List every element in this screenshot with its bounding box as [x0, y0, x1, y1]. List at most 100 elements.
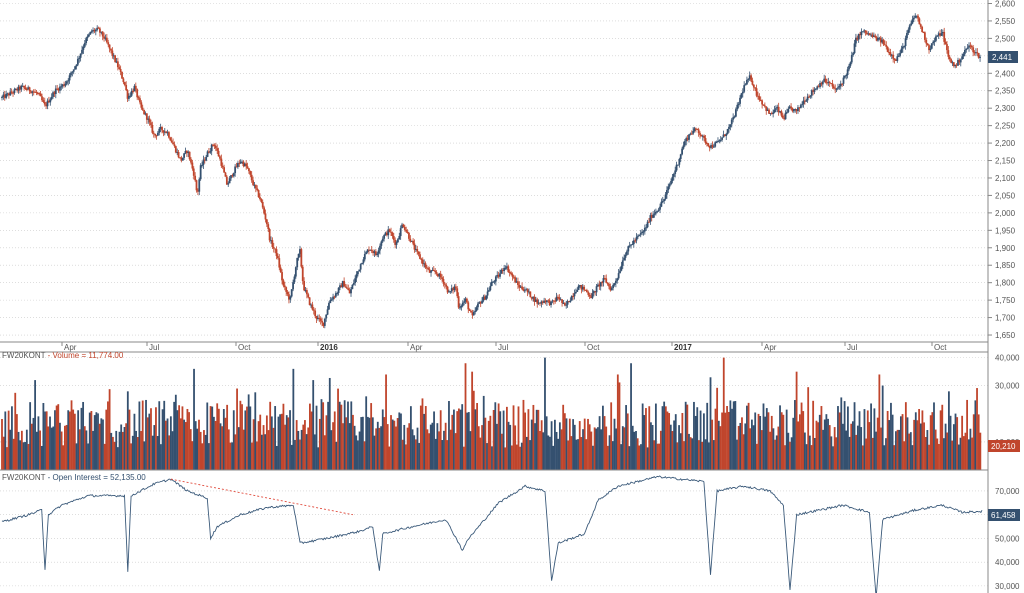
price-candle-body	[152, 132, 155, 134]
volume-bar	[522, 399, 525, 470]
price-candle-body	[384, 232, 387, 236]
price-candle-body	[610, 288, 613, 291]
price-candle-body	[602, 278, 605, 283]
volume-bar	[287, 417, 290, 470]
date-label: Apr	[410, 343, 423, 352]
price-candle-body	[581, 286, 584, 290]
volume-bar	[232, 410, 235, 470]
price-candle-body	[605, 278, 608, 283]
price-candle-body	[711, 145, 714, 148]
volume-bar	[530, 419, 533, 470]
volume-bar	[588, 424, 591, 470]
price-candle-body	[766, 109, 769, 111]
price-candle-body	[906, 32, 908, 39]
price-candle-body	[144, 113, 147, 115]
volume-bar	[851, 421, 854, 470]
volume-bar	[790, 437, 793, 470]
price-candle-body	[213, 144, 216, 146]
price-candle-body	[379, 245, 381, 251]
price-candle-body	[866, 32, 868, 35]
price-candle-body	[216, 148, 219, 151]
open-interest-series	[1, 475, 983, 593]
price-candle-body	[224, 172, 227, 177]
volume-bar	[799, 414, 801, 470]
price-candle-body	[820, 83, 823, 85]
volume-bar	[264, 434, 267, 470]
price-candle-body	[253, 184, 256, 186]
price-tick-label: 2,500	[995, 34, 1016, 43]
oi-tick-label: 70,000	[995, 487, 1020, 496]
price-candle-body	[352, 283, 355, 285]
volume-bar	[439, 410, 442, 470]
volume-bar	[299, 439, 301, 470]
volume-bar	[969, 428, 972, 470]
price-candle-body	[837, 87, 839, 89]
price-candle-body	[49, 99, 52, 103]
price-candle-body	[467, 302, 470, 310]
volume-bar	[734, 401, 737, 470]
volume-bar	[270, 416, 273, 470]
price-candle-body	[958, 59, 961, 63]
volume-bar	[750, 419, 753, 470]
volume-bar	[269, 401, 272, 470]
price-candle-body	[922, 32, 925, 34]
volume-bar	[952, 424, 955, 470]
volume-bar	[280, 413, 283, 470]
volume-bar	[466, 412, 469, 470]
volume-bar	[385, 374, 387, 470]
volume-bar	[838, 412, 841, 470]
volume-bar	[638, 445, 641, 470]
volume-bar	[300, 429, 303, 470]
volume-bar	[747, 402, 750, 470]
price-candle-body	[853, 43, 856, 54]
price-candle-body	[350, 289, 352, 294]
volume-bar	[611, 441, 614, 470]
price-candle-body	[741, 91, 744, 94]
volume-bar	[885, 438, 887, 470]
volume-bar	[88, 412, 91, 470]
volume-bar	[73, 413, 76, 470]
volume-bar	[535, 409, 538, 470]
price-candle-body	[656, 210, 659, 212]
price-candle-body	[128, 95, 130, 99]
volume-bar	[145, 399, 147, 470]
price-candle-body	[383, 235, 386, 239]
price-candle-body	[345, 287, 348, 289]
price-candle-body	[554, 300, 557, 302]
price-candle-body	[826, 82, 828, 84]
price-candle-body	[746, 79, 748, 85]
volume-bar	[722, 357, 725, 470]
price-tick-label: 1,950	[995, 226, 1016, 235]
volume-bar	[42, 403, 45, 470]
price-candle-body	[248, 168, 250, 172]
price-candle-body	[74, 66, 77, 70]
volume-bar	[474, 409, 477, 470]
price-candle-body	[706, 142, 708, 144]
price-candle-body	[653, 213, 656, 215]
volume-bar	[171, 431, 174, 470]
volume-bar	[933, 402, 935, 470]
price-candle-body	[900, 48, 903, 53]
volume-bar	[974, 400, 977, 470]
volume-bar	[95, 412, 98, 470]
price-candle-body	[725, 133, 728, 136]
volume-bar	[390, 415, 392, 470]
volume-bar	[70, 400, 73, 470]
volume-bar	[408, 423, 411, 470]
price-candle-body	[432, 269, 435, 271]
price-candle-body	[628, 245, 631, 247]
price-candle-body	[809, 95, 812, 97]
volume-bar	[454, 433, 457, 470]
price-candle-body	[61, 84, 64, 87]
price-candle-body	[863, 30, 866, 32]
volume-bar	[512, 405, 515, 470]
volume-bar	[156, 436, 159, 470]
price-candle-body	[529, 291, 532, 298]
price-candle-body	[57, 88, 60, 91]
price-candle-body	[406, 231, 409, 234]
price-candle-body	[366, 249, 369, 253]
volume-bar	[186, 408, 189, 470]
volume-bar	[706, 402, 709, 470]
volume-bar	[6, 447, 8, 470]
